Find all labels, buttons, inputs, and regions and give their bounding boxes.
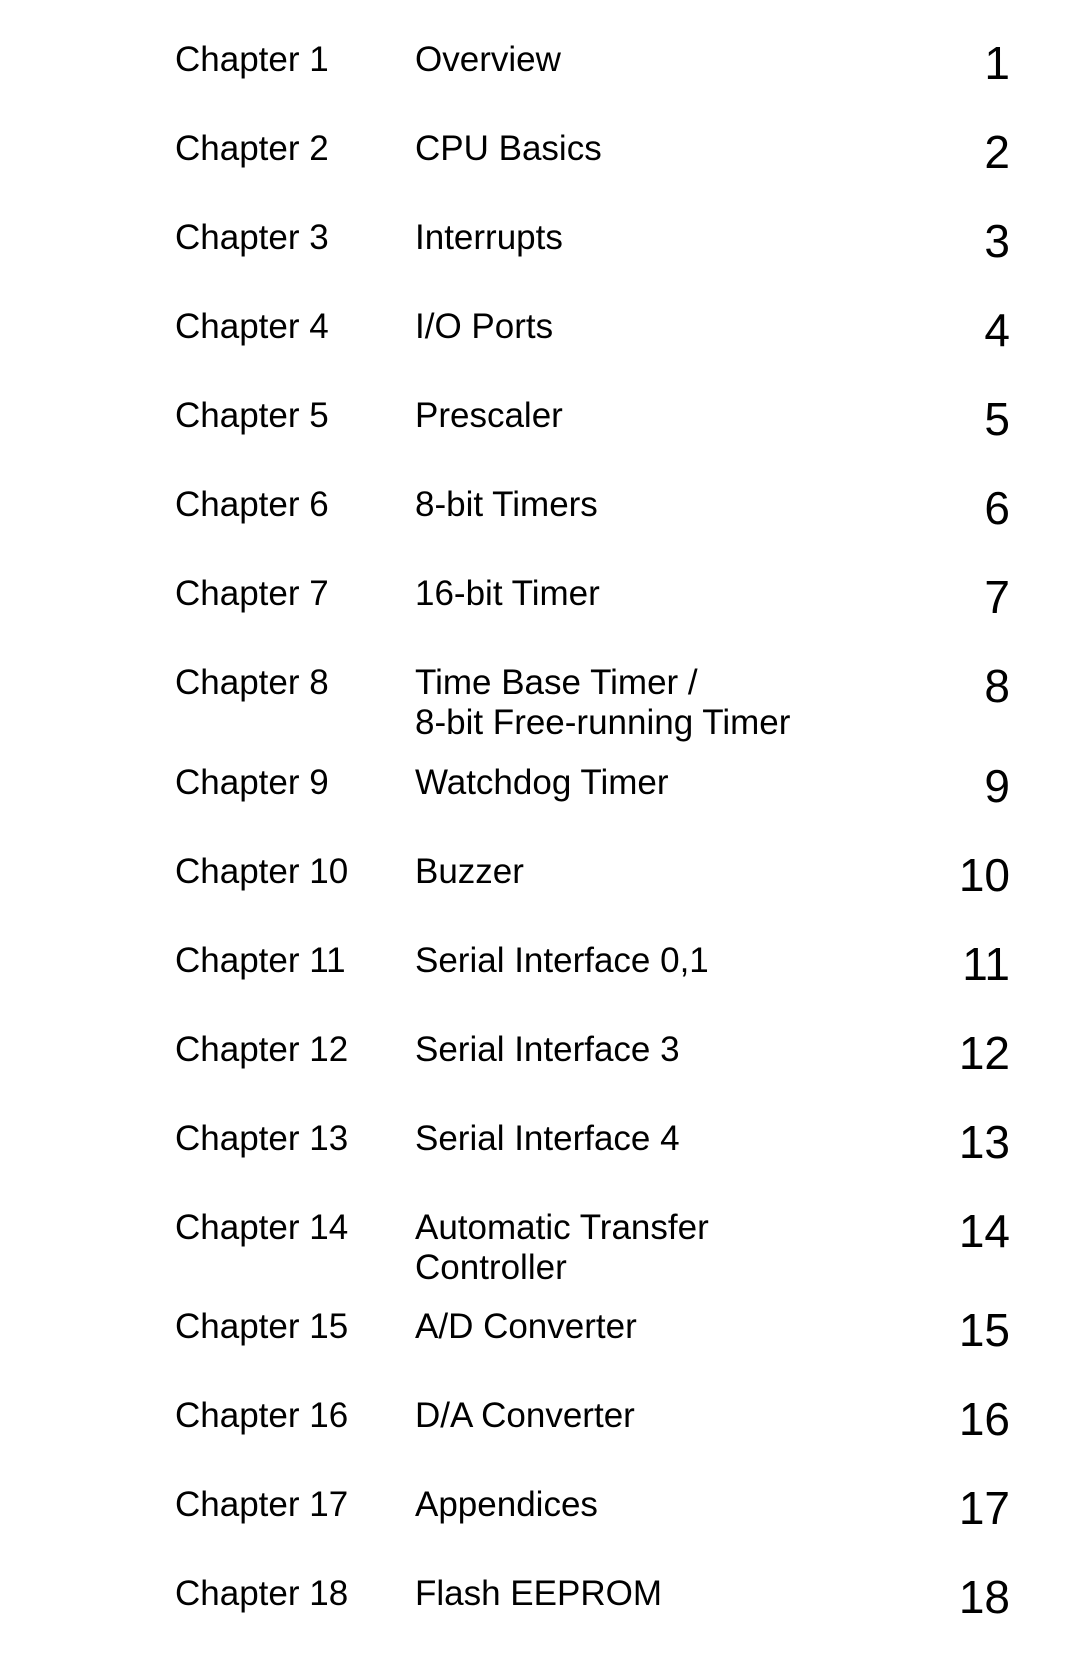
chapter-title: 16-bit Timer <box>415 574 925 614</box>
chapter-label: Chapter 15 <box>175 1307 415 1347</box>
chapter-title: Watchdog Timer <box>415 763 925 803</box>
chapter-label: Chapter 9 <box>175 763 415 803</box>
toc-row: Chapter 5 Prescaler 5 <box>175 396 1010 442</box>
chapter-title: Serial Interface 4 <box>415 1119 925 1159</box>
chapter-label: Chapter 1 <box>175 40 415 80</box>
chapter-number: 16 <box>925 1396 1010 1442</box>
chapter-number: 17 <box>925 1485 1010 1531</box>
chapter-label: Chapter 5 <box>175 396 415 436</box>
toc-row: Chapter 3 Interrupts 3 <box>175 218 1010 264</box>
toc-row: Chapter 9 Watchdog Timer 9 <box>175 763 1010 809</box>
chapter-label: Chapter 3 <box>175 218 415 258</box>
toc-row: Chapter 13 Serial Interface 4 13 <box>175 1119 1010 1165</box>
chapter-label: Chapter 18 <box>175 1574 415 1614</box>
chapter-number: 13 <box>925 1119 1010 1165</box>
toc-row: Chapter 7 16-bit Timer 7 <box>175 574 1010 620</box>
chapter-number: 2 <box>925 129 1010 175</box>
toc-row: Chapter 17 Appendices 17 <box>175 1485 1010 1531</box>
chapter-label: Chapter 12 <box>175 1030 415 1070</box>
chapter-title: D/A Converter <box>415 1396 925 1436</box>
chapter-number: 5 <box>925 396 1010 442</box>
chapter-title: I/O Ports <box>415 307 925 347</box>
toc-row: Chapter 2 CPU Basics 2 <box>175 129 1010 175</box>
toc-row: Chapter 10 Buzzer 10 <box>175 852 1010 898</box>
chapter-label: Chapter 13 <box>175 1119 415 1159</box>
chapter-number: 14 <box>925 1208 1010 1254</box>
toc-row: Chapter 11 Serial Interface 0,1 11 <box>175 941 1010 987</box>
chapter-title: A/D Converter <box>415 1307 925 1347</box>
chapter-title: Serial Interface 3 <box>415 1030 925 1070</box>
chapter-title: Time Base Timer /8-bit Free-running Time… <box>415 663 925 744</box>
chapter-title: Appendices <box>415 1485 925 1525</box>
toc-row: Chapter 14 Automatic TransferController … <box>175 1208 1010 1289</box>
chapter-label: Chapter 6 <box>175 485 415 525</box>
chapter-title: Buzzer <box>415 852 925 892</box>
chapter-number: 1 <box>925 40 1010 86</box>
chapter-title: Prescaler <box>415 396 925 436</box>
chapter-label: Chapter 17 <box>175 1485 415 1525</box>
chapter-title: CPU Basics <box>415 129 925 169</box>
chapter-title: Flash EEPROM <box>415 1574 925 1614</box>
chapter-number: 6 <box>925 485 1010 531</box>
chapter-title: Overview <box>415 40 925 80</box>
chapter-label: Chapter 7 <box>175 574 415 614</box>
chapter-number: 9 <box>925 763 1010 809</box>
chapter-number: 15 <box>925 1307 1010 1353</box>
toc-row: Chapter 15 A/D Converter 15 <box>175 1307 1010 1353</box>
chapter-label: Chapter 4 <box>175 307 415 347</box>
chapter-label: Chapter 8 <box>175 663 415 703</box>
chapter-number: 18 <box>925 1574 1010 1620</box>
chapter-number: 10 <box>925 852 1010 898</box>
chapter-title: 8-bit Timers <box>415 485 925 525</box>
chapter-number: 11 <box>925 941 1010 987</box>
chapter-label: Chapter 14 <box>175 1208 415 1248</box>
chapter-number: 12 <box>925 1030 1010 1076</box>
table-of-contents: Chapter 1 Overview 1 Chapter 2 CPU Basic… <box>175 40 1010 1663</box>
chapter-number: 3 <box>925 218 1010 264</box>
chapter-number: 4 <box>925 307 1010 353</box>
toc-row: Chapter 6 8-bit Timers 6 <box>175 485 1010 531</box>
chapter-label: Chapter 10 <box>175 852 415 892</box>
chapter-title: Interrupts <box>415 218 925 258</box>
toc-row: Chapter 12 Serial Interface 3 12 <box>175 1030 1010 1076</box>
toc-row: Chapter 4 I/O Ports 4 <box>175 307 1010 353</box>
toc-row: Chapter 1 Overview 1 <box>175 40 1010 86</box>
toc-row: Chapter 18 Flash EEPROM 18 <box>175 1574 1010 1620</box>
toc-row: Chapter 16 D/A Converter 16 <box>175 1396 1010 1442</box>
chapter-label: Chapter 16 <box>175 1396 415 1436</box>
chapter-label: Chapter 11 <box>175 941 415 981</box>
toc-row: Chapter 8 Time Base Timer /8-bit Free-ru… <box>175 663 1010 744</box>
chapter-label: Chapter 2 <box>175 129 415 169</box>
chapter-number: 8 <box>925 663 1010 709</box>
chapter-title: Automatic TransferController <box>415 1208 925 1289</box>
chapter-number: 7 <box>925 574 1010 620</box>
chapter-title: Serial Interface 0,1 <box>415 941 925 981</box>
